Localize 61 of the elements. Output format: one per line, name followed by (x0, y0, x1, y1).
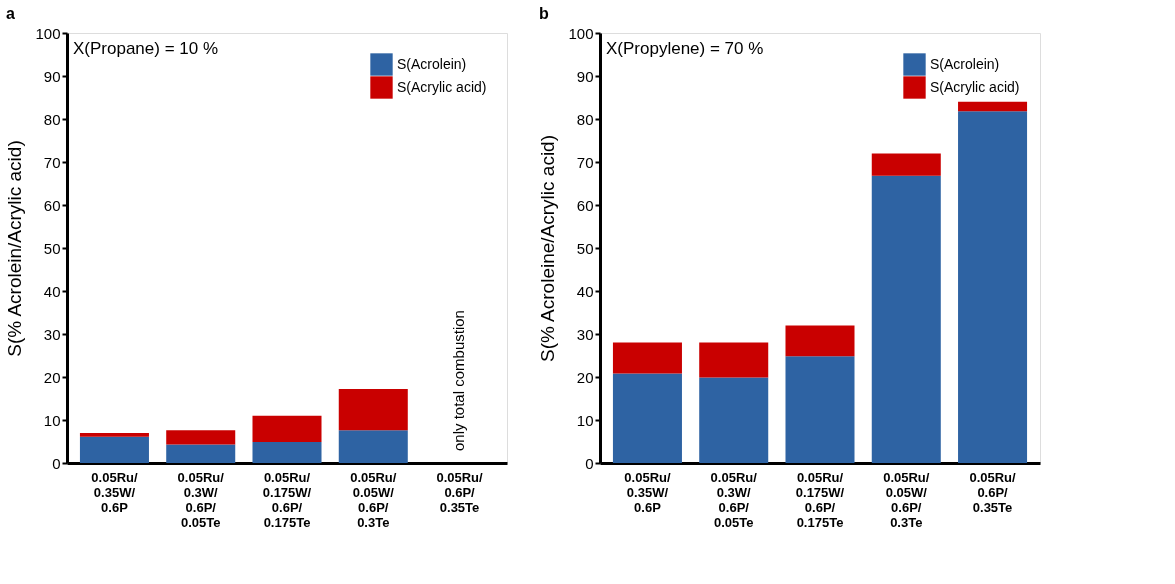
annotation: X(Propylene) = 70 % (606, 39, 764, 58)
bar (958, 111, 1028, 463)
y-tick-label: 60 (43, 196, 61, 214)
bar (612, 373, 682, 463)
y-tick-label: 50 (43, 239, 61, 257)
bar (699, 342, 769, 378)
bar (252, 441, 322, 463)
x-tick-label: 0.05Ru/ 0.35W/ 0.6P (91, 469, 138, 515)
x-tick-label: 0.05Ru/ 0.175W/ 0.6P/ 0.175Te (795, 469, 845, 530)
y-tick-label: 90 (576, 67, 594, 85)
bar (166, 444, 236, 463)
x-tick-label: 0.05Ru/ 0.05W/ 0.6P/ 0.3Te (350, 469, 397, 530)
bar (699, 377, 769, 463)
bar (612, 342, 682, 374)
x-tick-label: 0.05Ru/ 0.05W/ 0.6P/ 0.3Te (883, 469, 930, 530)
x-tick-label: 0.05Ru/ 0.6P/ 0.35Te (969, 469, 1017, 515)
chart-title: b (538, 5, 549, 22)
legend-label: S(Acrolein) (930, 55, 1000, 72)
y-tick-label: 0 (585, 454, 594, 472)
y-axis-title: S(% Acroleine/Acrylic acid) (537, 134, 559, 363)
y-tick-label: 40 (576, 282, 594, 300)
y-tick-label: 40 (43, 282, 61, 300)
bar (871, 153, 941, 176)
y-tick-label: 80 (576, 110, 594, 128)
bar (338, 430, 408, 463)
bar (79, 432, 149, 437)
annotation: X(Propane) = 10 % (73, 39, 219, 58)
y-tick-label: 100 (568, 24, 594, 42)
legend-label: S(Acrylic acid) (930, 78, 1020, 95)
bar (252, 415, 322, 442)
bar (785, 325, 855, 357)
y-tick-label: 10 (43, 411, 61, 429)
bar (958, 101, 1028, 112)
y-tick-label: 30 (576, 325, 594, 343)
legend-label: S(Acrolein) (397, 55, 467, 72)
x-tick-label: 0.05Ru/ 0.6P/ 0.35Te (436, 469, 484, 515)
y-tick-label: 90 (43, 67, 61, 85)
y-tick-label: 70 (43, 153, 61, 171)
y-tick-label: 70 (576, 153, 594, 171)
y-tick-label: 10 (576, 411, 594, 429)
annotation: only total combustion (450, 310, 467, 451)
x-tick-label: 0.05Ru/ 0.175W/ 0.6P/ 0.175Te (262, 469, 312, 530)
legend-label: S(Acrylic acid) (397, 78, 487, 95)
y-tick-label: 30 (43, 325, 61, 343)
y-axis-title: S(% Acrolein/Acrylic acid) (4, 140, 26, 357)
x-tick-label: 0.05Ru/ 0.3W/ 0.6P/ 0.05Te (710, 469, 758, 530)
y-tick-label: 60 (576, 196, 594, 214)
bar (79, 436, 149, 463)
y-tick-label: 50 (576, 239, 594, 257)
bar (338, 389, 408, 431)
x-tick-label: 0.05Ru/ 0.35W/ 0.6P (624, 469, 671, 515)
x-tick-label: 0.05Ru/ 0.3W/ 0.6P/ 0.05Te (177, 469, 225, 530)
y-tick-label: 80 (43, 110, 61, 128)
bar (785, 356, 855, 463)
y-tick-label: 20 (43, 368, 61, 386)
y-tick-label: 0 (52, 454, 61, 472)
y-tick-label: 100 (35, 24, 61, 42)
bar (871, 175, 941, 463)
y-tick-label: 20 (576, 368, 594, 386)
chart-title: a (5, 5, 15, 22)
bar (166, 430, 236, 445)
